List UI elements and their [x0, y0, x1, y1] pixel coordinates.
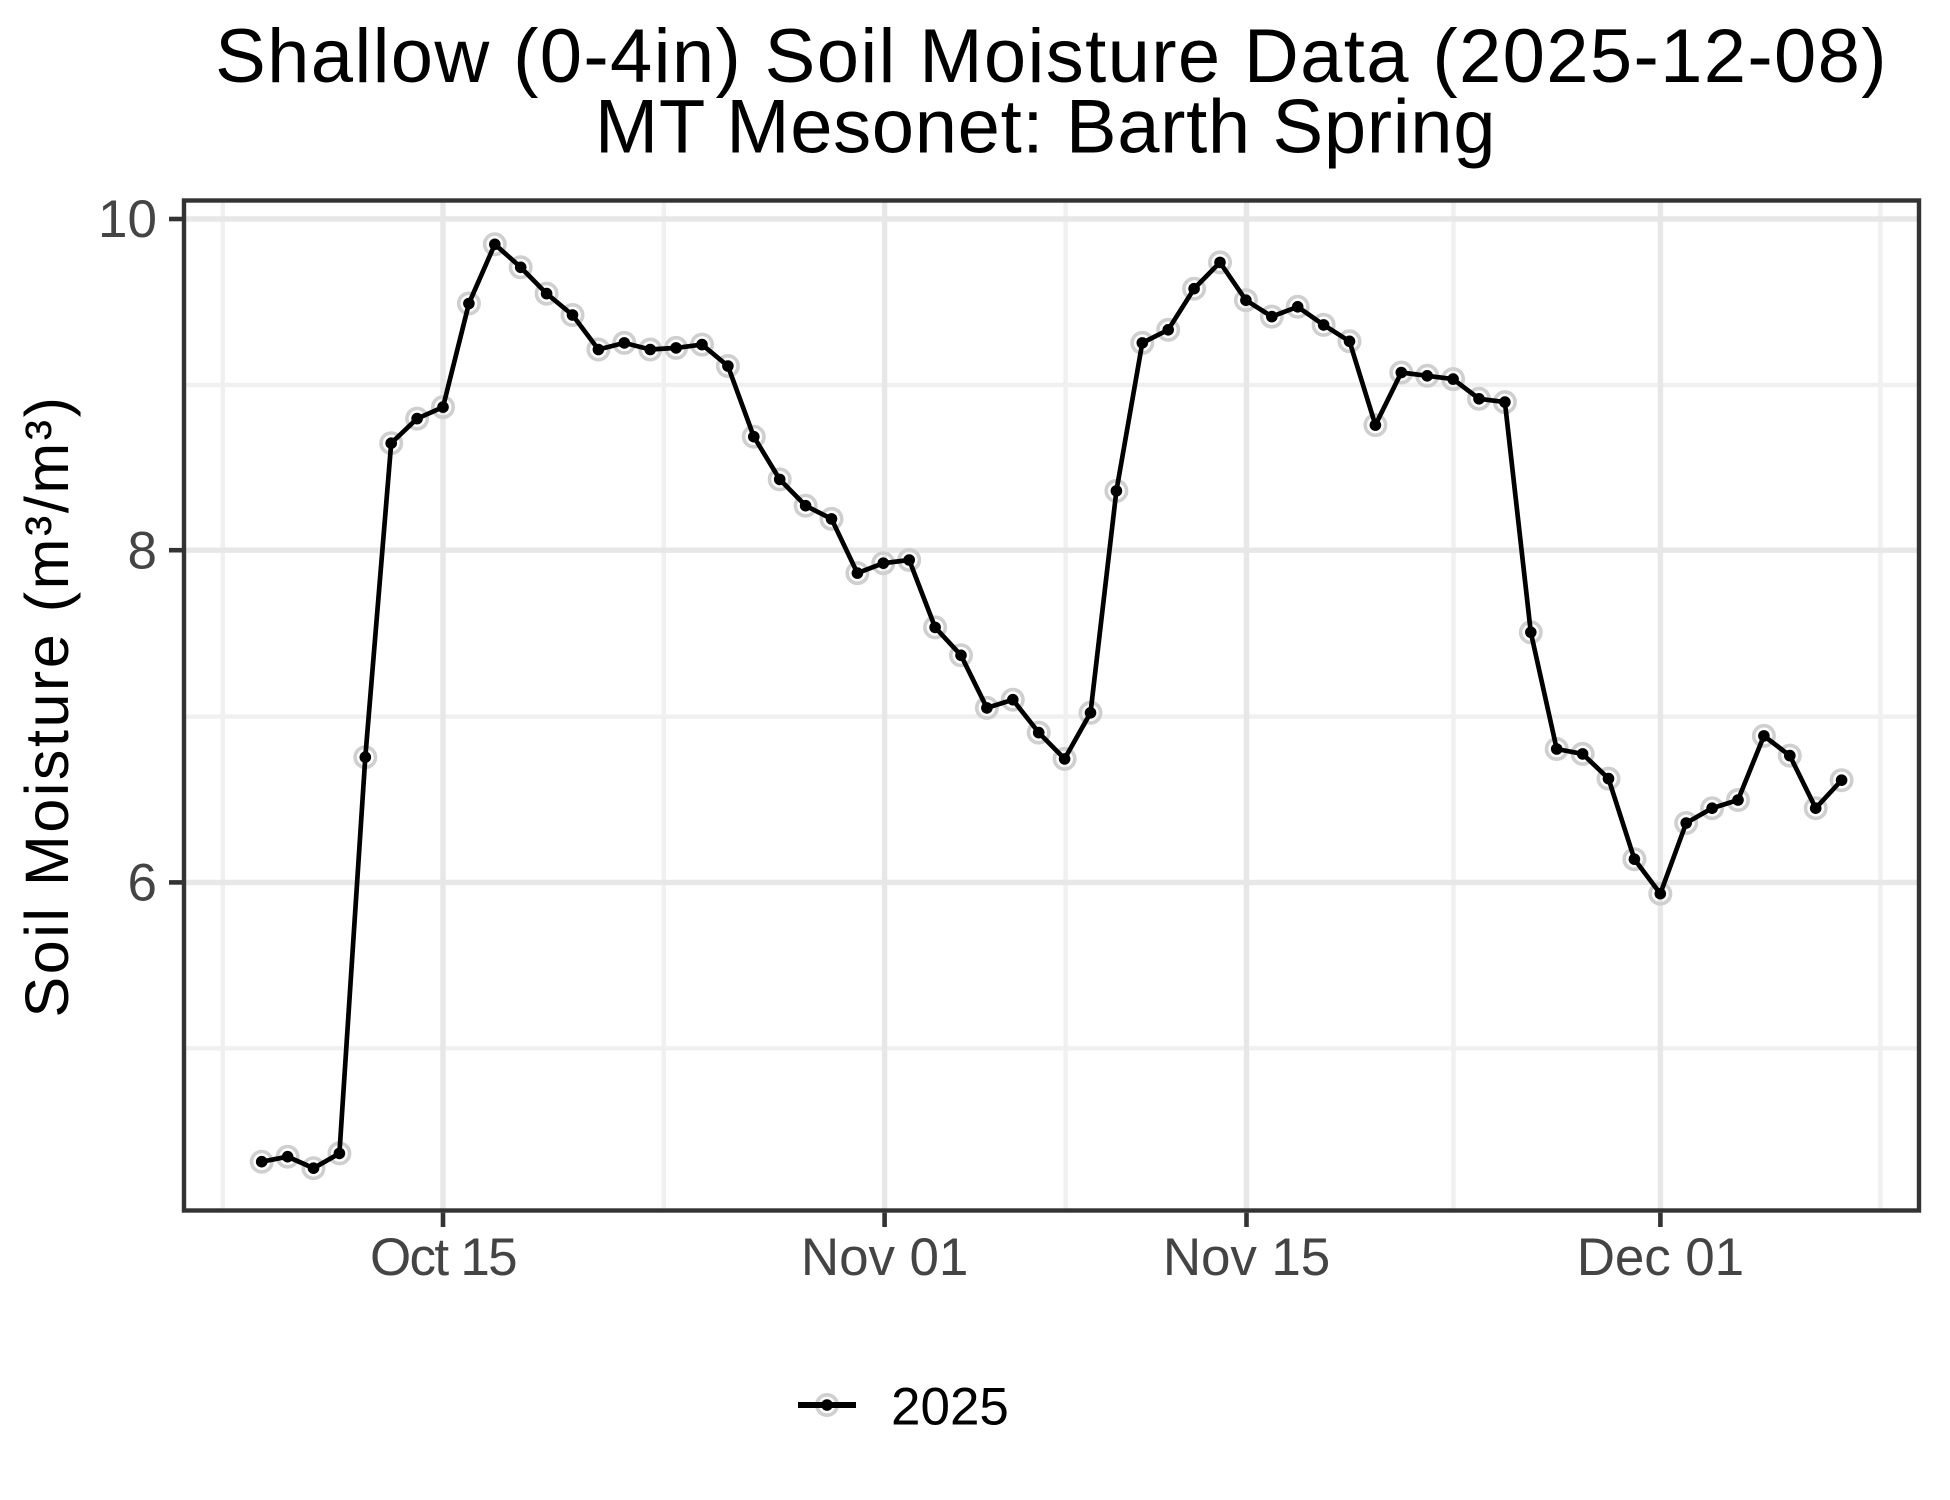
svg-text:2025: 2025	[891, 1378, 1009, 1437]
svg-text:8: 8	[128, 521, 157, 580]
svg-text:10: 10	[98, 190, 157, 249]
svg-text:Soil Moisture (m³/m³): Soil Moisture (m³/m³)	[13, 395, 81, 1018]
svg-text:Dec 01: Dec 01	[1577, 1228, 1744, 1287]
svg-text:6: 6	[128, 854, 157, 913]
svg-text:Nov 01: Nov 01	[801, 1228, 968, 1287]
svg-text:MT Mesonet: Barth Spring: MT Mesonet: Barth Spring	[595, 85, 1496, 170]
svg-text:Oct 15: Oct 15	[370, 1228, 516, 1287]
svg-text:Shallow (0-4in) Soil Moisture: Shallow (0-4in) Soil Moisture Data (2025…	[215, 14, 1888, 99]
svg-text:Nov 15: Nov 15	[1163, 1228, 1330, 1287]
